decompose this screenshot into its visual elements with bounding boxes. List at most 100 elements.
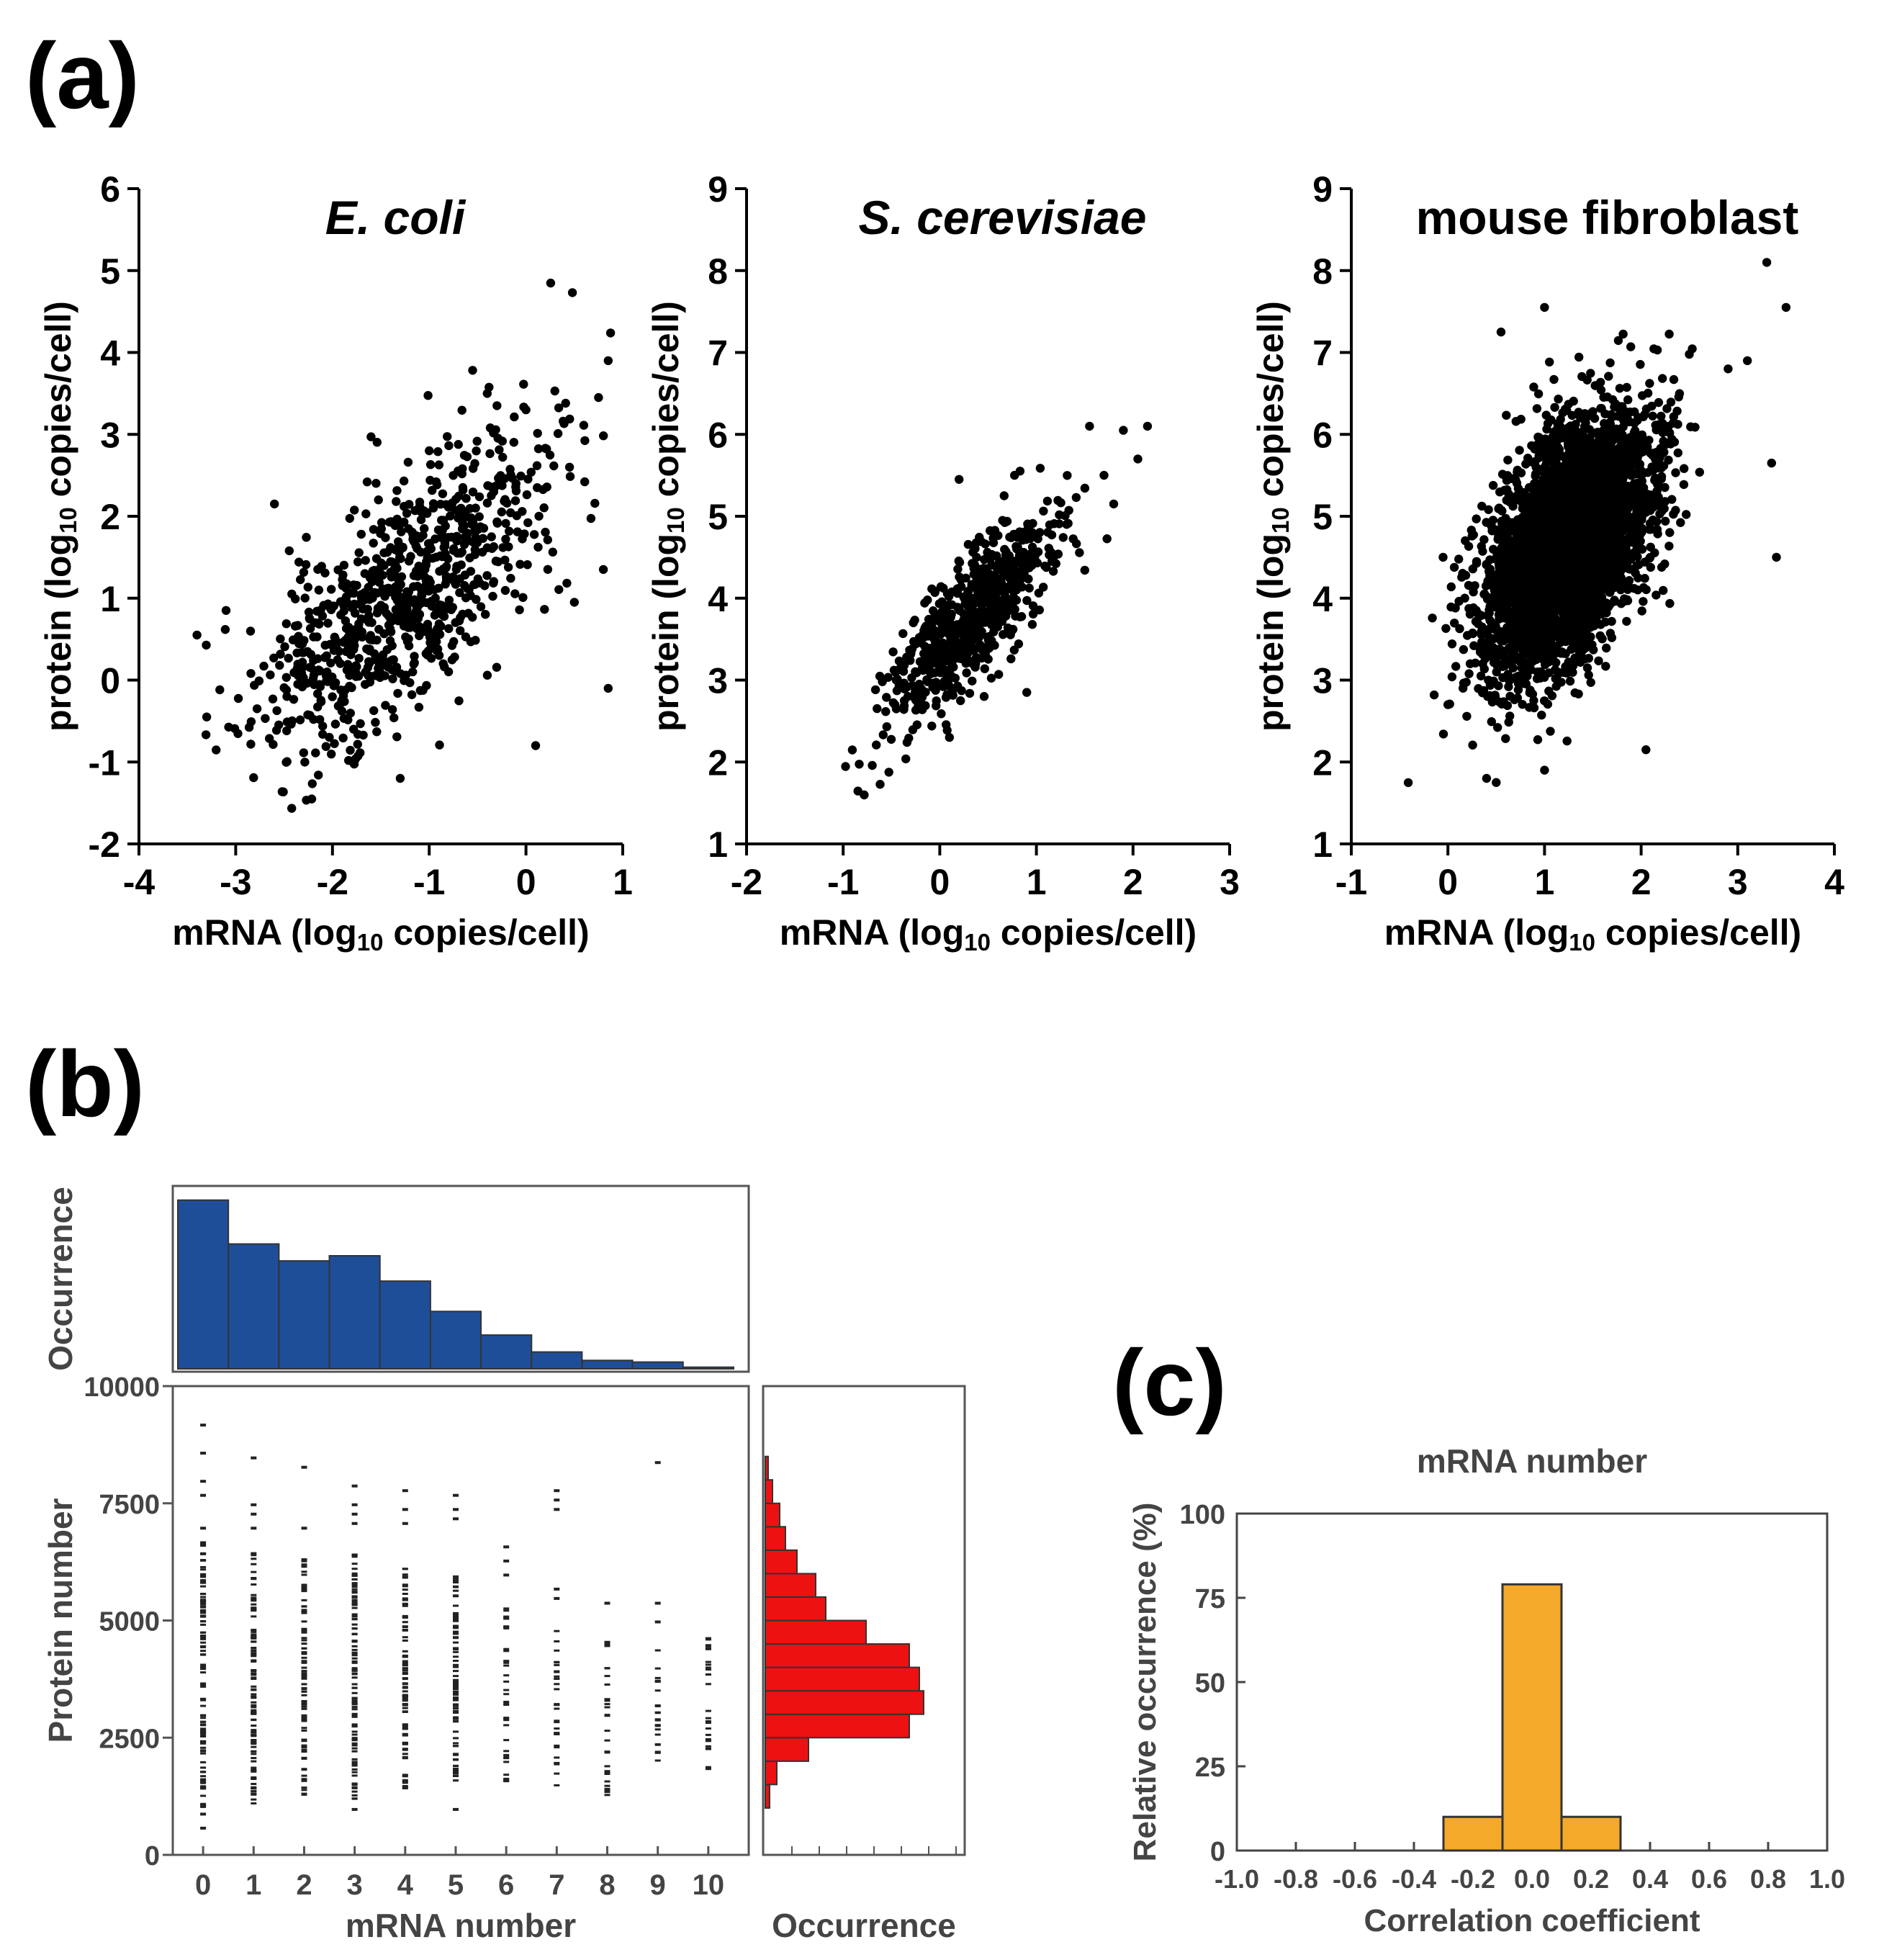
data-point [233, 729, 243, 738]
data-point [1048, 567, 1058, 576]
data-point [397, 527, 406, 536]
data-point [953, 565, 963, 574]
data-point [914, 679, 924, 689]
data-point [1002, 516, 1012, 526]
data-point [927, 584, 937, 593]
data-point [293, 621, 302, 630]
data-point [305, 614, 315, 624]
data-point [350, 641, 359, 650]
data-point [962, 668, 971, 678]
data-point [878, 730, 888, 740]
data-point [1557, 647, 1567, 657]
data-point [1450, 619, 1459, 628]
data-point [421, 560, 431, 570]
data-point [261, 714, 270, 723]
data-point [413, 572, 423, 581]
data-point [434, 651, 444, 660]
data-point [316, 697, 326, 706]
x-tick-label: 0 [929, 862, 950, 902]
data-point [533, 428, 542, 438]
data-point [1102, 534, 1112, 544]
data-point [372, 608, 382, 618]
y-tick-label: 4 [708, 579, 728, 619]
data-point [516, 471, 526, 481]
data-point [1648, 411, 1657, 421]
data-point [393, 688, 402, 698]
data-point [246, 717, 256, 727]
data-point [937, 608, 947, 618]
data-point [1014, 639, 1024, 649]
data-point [305, 624, 315, 633]
data-point [1502, 410, 1511, 420]
data-point [533, 542, 543, 552]
data-point [307, 794, 317, 804]
data-point [300, 758, 310, 767]
data-point [937, 638, 947, 647]
data-point [1064, 505, 1073, 515]
data-point [489, 577, 498, 586]
data-point [894, 656, 904, 666]
data-point [309, 632, 318, 642]
data-point [441, 572, 451, 581]
data-point [381, 701, 390, 710]
data-point [420, 523, 429, 534]
data-point [418, 531, 428, 540]
data-point [1477, 637, 1487, 647]
data-point [873, 703, 882, 714]
data-point [1549, 374, 1559, 385]
data-point [599, 431, 608, 441]
data-point [853, 786, 862, 796]
data-point [983, 655, 993, 664]
data-point [426, 654, 436, 663]
data-point [1695, 467, 1704, 477]
data-point [396, 519, 405, 529]
panel-label-a: (a) [25, 23, 140, 128]
data-point [468, 518, 478, 528]
data-point [474, 492, 485, 502]
data-point [372, 727, 382, 737]
data-point [345, 513, 354, 523]
x-tick-label: -1 [413, 862, 445, 902]
data-point [1659, 436, 1668, 446]
data-point [1461, 536, 1470, 546]
data-point [492, 401, 502, 410]
data-point [202, 712, 212, 721]
data-point [420, 572, 430, 582]
data-point [1478, 659, 1487, 668]
data-point [400, 502, 409, 511]
data-point [868, 760, 877, 770]
data-point [394, 537, 403, 547]
y-tick-label: 5 [1312, 497, 1333, 537]
data-point [1428, 613, 1437, 623]
y-tick-label: 1 [708, 824, 728, 865]
data-point [1630, 426, 1640, 436]
data-point [890, 700, 900, 709]
data-point [436, 551, 446, 560]
data-point [425, 446, 434, 456]
data-point [482, 498, 492, 508]
data-point [1511, 417, 1520, 426]
data-point [221, 606, 231, 615]
y-tick-label: 2 [100, 497, 120, 537]
y-axis-label: protein (log10 copies/cell) [646, 301, 689, 732]
data-point [1667, 495, 1677, 504]
x-axis-label: mRNA (log10 copies/cell) [172, 912, 589, 956]
data-point [271, 726, 281, 735]
data-point [1012, 579, 1022, 589]
data-point [1666, 397, 1676, 407]
data-point [339, 714, 348, 723]
data-point [314, 770, 323, 780]
data-point [957, 686, 966, 696]
data-point [398, 602, 408, 611]
data-point [974, 623, 984, 632]
data-point [927, 619, 937, 629]
data-point [379, 548, 389, 557]
data-point [328, 692, 337, 701]
data-point [579, 421, 589, 430]
data-point [900, 684, 909, 694]
data-point [947, 671, 956, 681]
data-point [561, 398, 570, 408]
data-point [457, 405, 467, 415]
data-point [1536, 673, 1545, 683]
data-point [1027, 620, 1037, 629]
